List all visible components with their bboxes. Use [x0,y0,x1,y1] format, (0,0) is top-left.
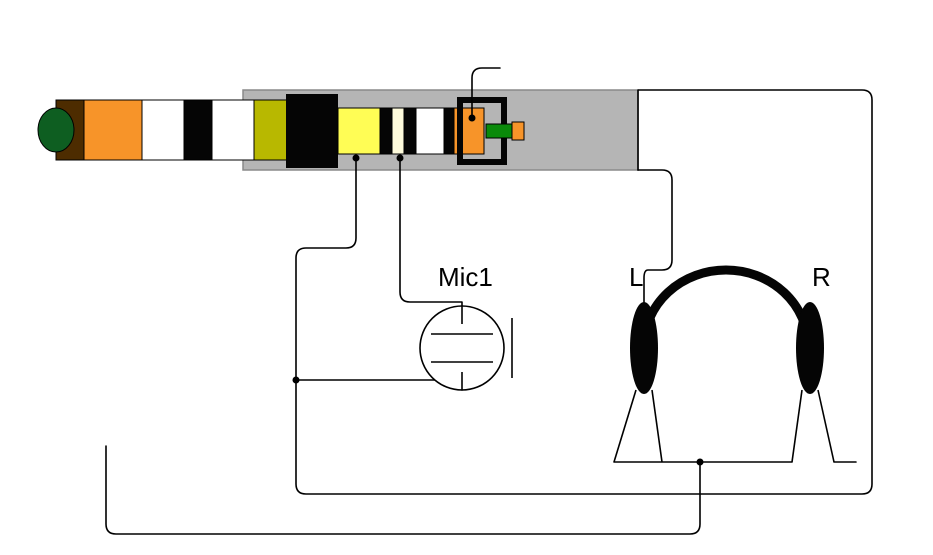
diagram-stage: Mic1 L R [0,0,933,555]
headphones-icon [614,270,834,462]
jack-socket [38,90,638,170]
diagram-svg [0,0,933,555]
microphone-icon [420,306,512,390]
